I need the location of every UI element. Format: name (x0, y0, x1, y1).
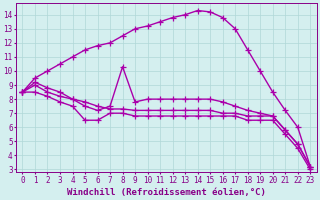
X-axis label: Windchill (Refroidissement éolien,°C): Windchill (Refroidissement éolien,°C) (67, 188, 266, 197)
